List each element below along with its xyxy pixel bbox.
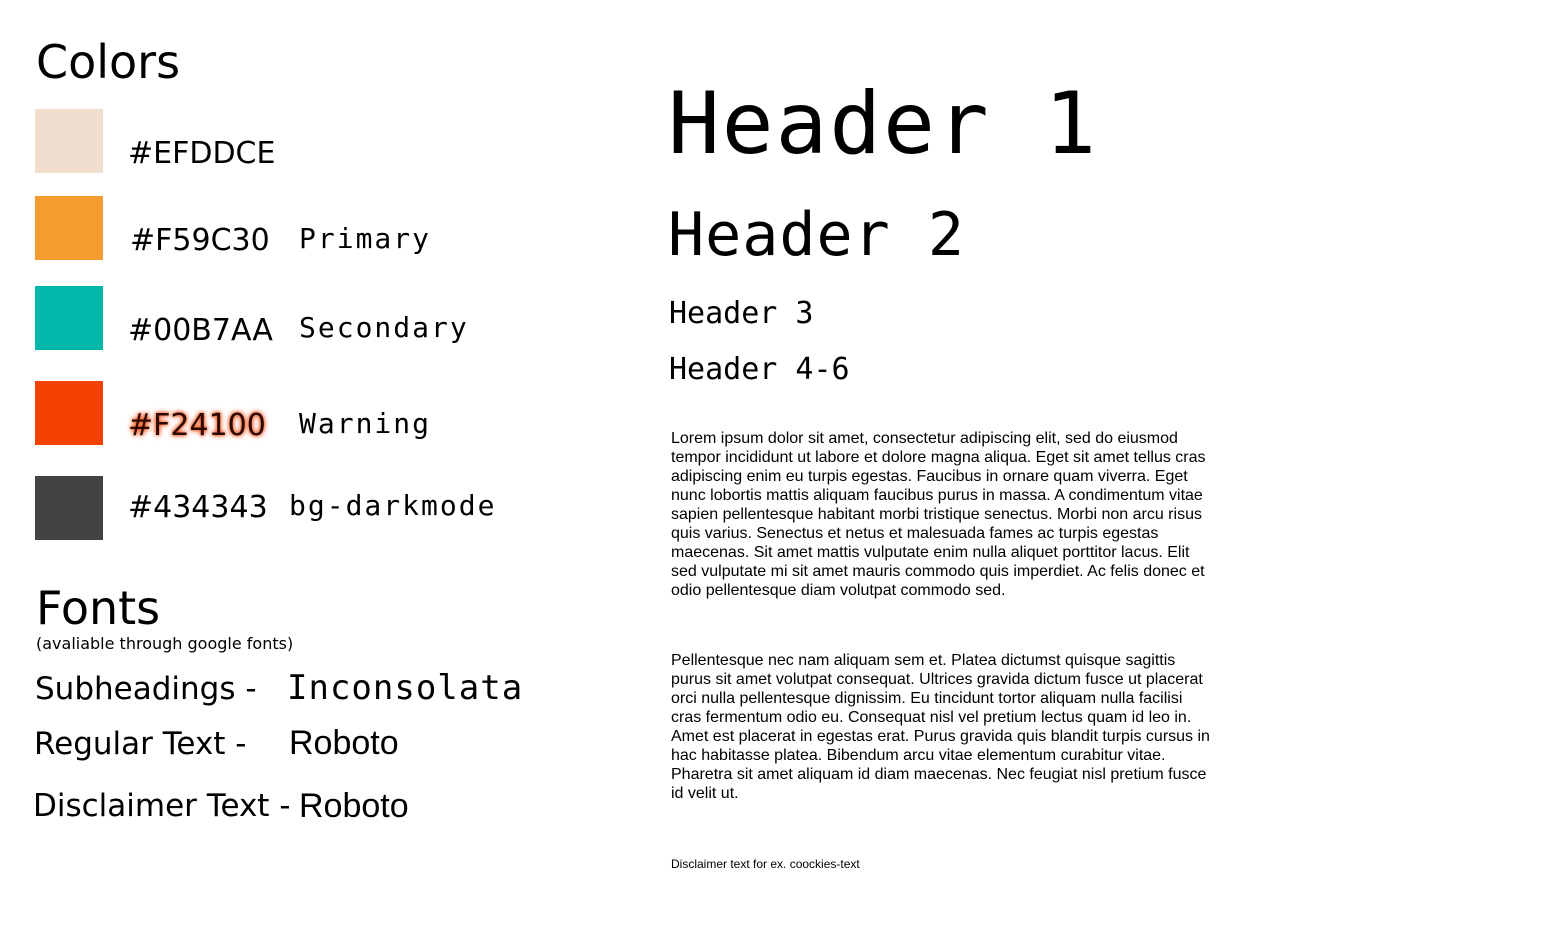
font-label-regular: Regular Text - (34, 726, 247, 762)
font-name-regular: Roboto (289, 724, 399, 762)
font-label-subheadings: Subheadings - (35, 671, 257, 707)
paragraph-sample-1: Lorem ipsum dolor sit amet, consectetur … (671, 430, 1206, 599)
swatch-bg-darkmode (35, 476, 103, 540)
role-label-primary: Primary (299, 222, 432, 255)
fonts-note: (avaliable through google fonts) (36, 634, 294, 653)
font-name-subheadings: Inconsolata (287, 668, 524, 708)
header-3-sample: Header 3 (669, 296, 814, 331)
colors-heading: Colors (36, 35, 181, 89)
font-name-disclaimer: Roboto (299, 787, 409, 825)
header-4-6-sample: Header 4-6 (669, 352, 850, 387)
hex-label-beige: #EFDDCE (128, 136, 276, 171)
swatch-primary (35, 196, 103, 260)
swatch-beige (35, 109, 103, 173)
role-label-warning: Warning (299, 407, 432, 440)
paragraph-sample-2: Pellentesque nec nam aliquam sem et. Pla… (671, 652, 1210, 802)
disclaimer-sample: Disclaimer text for ex. coockies-text (671, 857, 860, 871)
header-1-sample: Header 1 (668, 74, 1099, 174)
fonts-heading: Fonts (36, 581, 161, 635)
role-label-bg-darkmode: bg-darkmode (289, 489, 497, 522)
hex-label-secondary: #00B7AA (128, 313, 273, 348)
role-label-secondary: Secondary (299, 311, 469, 344)
swatch-warning (35, 381, 103, 445)
header-2-sample: Header 2 (668, 200, 965, 270)
swatch-secondary (35, 286, 103, 350)
hex-label-primary: #F59C30 (130, 223, 270, 258)
hex-label-warning: #F24100 (128, 408, 266, 443)
font-label-disclaimer: Disclaimer Text - (33, 788, 291, 824)
hex-label-bg-darkmode: #434343 (128, 490, 268, 525)
